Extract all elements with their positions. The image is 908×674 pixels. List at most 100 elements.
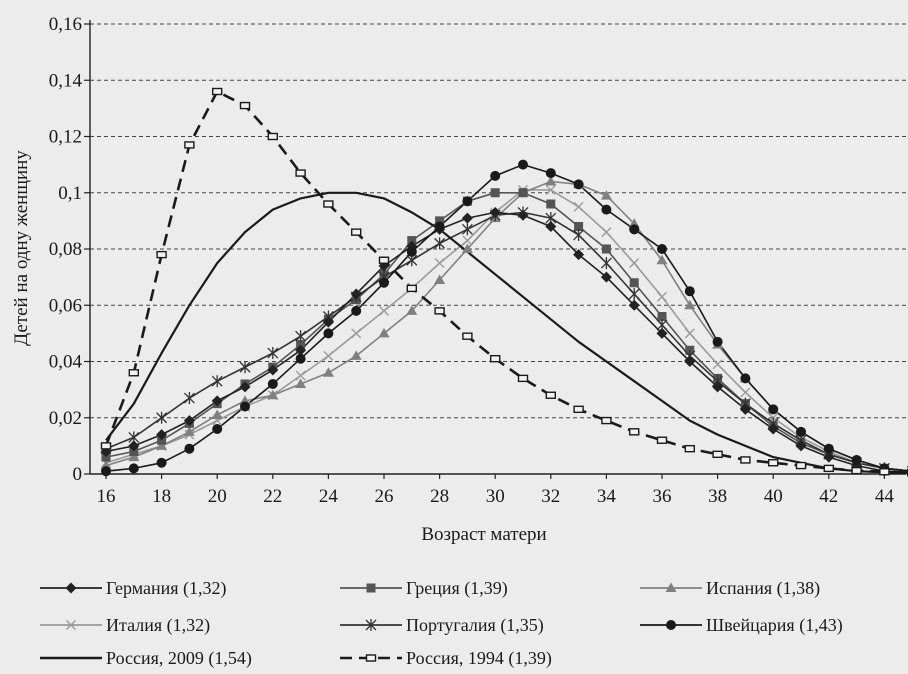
marker-stroke bbox=[545, 184, 556, 195]
data-point-2-22 bbox=[267, 389, 279, 400]
data-point-4-28 bbox=[434, 237, 446, 250]
data-point-7-40 bbox=[768, 459, 779, 467]
axes bbox=[84, 20, 906, 479]
data-point-5-21 bbox=[240, 401, 250, 412]
data-point-3-37 bbox=[684, 328, 695, 339]
legend-label: Германия (1,32) bbox=[106, 578, 227, 599]
data-point-5-30 bbox=[490, 170, 501, 181]
data-point-3-35 bbox=[629, 258, 640, 269]
data-point-7-38 bbox=[712, 450, 723, 459]
legend-label: Греция (1,39) bbox=[406, 578, 508, 599]
legend-marker bbox=[365, 619, 377, 631]
data-point-7-28 bbox=[434, 307, 445, 315]
data-point-5-17 bbox=[128, 463, 139, 474]
data-point-0-31 bbox=[517, 209, 529, 221]
data-point-4-35 bbox=[628, 288, 640, 300]
x-tick-label: 42 bbox=[819, 486, 838, 507]
data-point-4-33 bbox=[573, 228, 585, 241]
data-point-7-42 bbox=[823, 464, 834, 473]
data-point-0-25 bbox=[350, 288, 362, 300]
marker-stroke bbox=[351, 328, 362, 339]
data-point-5-42 bbox=[823, 443, 834, 454]
legend-marker bbox=[66, 620, 76, 630]
legend-entry-2: Испания (1,38) bbox=[640, 578, 820, 599]
legend-label: Россия, 1994 (1,39) bbox=[406, 648, 552, 669]
data-point-0-21 bbox=[239, 381, 251, 393]
data-point-7-25 bbox=[351, 228, 362, 236]
marker-stroke bbox=[601, 227, 612, 238]
data-point-1-32 bbox=[546, 199, 556, 209]
data-point-5-43 bbox=[851, 454, 862, 465]
data-point-5-19 bbox=[184, 443, 195, 454]
data-point-7-41 bbox=[795, 461, 807, 470]
data-point-0-38 bbox=[712, 381, 724, 393]
y-axis-label: Детей на одну женщину bbox=[11, 150, 32, 346]
data-point-3-24 bbox=[323, 350, 334, 361]
data-point-5-36 bbox=[657, 244, 667, 254]
x-tick-label: 16 bbox=[97, 486, 116, 507]
data-point-7-43 bbox=[851, 466, 862, 475]
x-tick-label: 30 bbox=[486, 486, 505, 507]
data-point-3-36 bbox=[657, 291, 667, 302]
marker-stroke bbox=[629, 258, 640, 269]
data-point-7-30 bbox=[490, 354, 501, 363]
data-point-4-34 bbox=[600, 257, 612, 270]
legend-entry-0: Германия (1,32) bbox=[40, 578, 227, 599]
data-point-2-20 bbox=[211, 409, 223, 419]
marker-stroke bbox=[573, 201, 584, 212]
data-point-5-38 bbox=[712, 336, 723, 347]
data-point-5-31 bbox=[518, 159, 528, 170]
data-point-3-38 bbox=[712, 359, 723, 370]
data-point-5-35 bbox=[629, 224, 640, 235]
data-point-0-36 bbox=[656, 327, 668, 339]
x-axis-label: Возраст матери bbox=[421, 524, 546, 545]
legend-label: Португалия (1,35) bbox=[406, 615, 544, 636]
marker-stroke bbox=[434, 258, 445, 269]
x-tick-label: 26 bbox=[375, 486, 394, 507]
legend-entry-6: Россия, 2009 (1,54) bbox=[40, 648, 252, 669]
data-point-2-18 bbox=[156, 440, 168, 450]
series-markers bbox=[100, 87, 908, 477]
data-point-1-27 bbox=[407, 236, 417, 246]
data-point-5-20 bbox=[212, 424, 223, 434]
data-point-3-25 bbox=[351, 328, 362, 339]
data-point-7-18 bbox=[156, 250, 167, 259]
data-point-2-23 bbox=[295, 378, 307, 388]
data-point-1-33 bbox=[574, 222, 584, 231]
data-point-7-34 bbox=[601, 416, 612, 425]
data-point-2-29 bbox=[461, 243, 473, 253]
data-point-0-19 bbox=[183, 415, 195, 427]
x-tick-label: 20 bbox=[208, 486, 227, 507]
data-point-7-33 bbox=[573, 405, 584, 414]
data-point-2-37 bbox=[684, 299, 696, 310]
data-point-1-16 bbox=[101, 452, 111, 462]
data-point-4-23 bbox=[295, 330, 307, 343]
data-point-2-34 bbox=[600, 190, 612, 200]
data-point-5-26 bbox=[379, 277, 389, 288]
data-point-4-20 bbox=[211, 375, 223, 388]
legend: Германия (1,32) Греция (1,39) Испания (1,3… bbox=[40, 578, 843, 669]
data-point-7-24 bbox=[323, 200, 334, 208]
data-point-7-22 bbox=[267, 132, 278, 141]
data-point-5-16 bbox=[101, 466, 111, 477]
legend-label: Испания (1,38) bbox=[706, 578, 820, 599]
y-tick-label: 0,1 bbox=[58, 183, 82, 204]
data-point-0-17 bbox=[128, 440, 140, 452]
data-point-5-32 bbox=[545, 168, 556, 179]
x-tick-label: 32 bbox=[541, 486, 560, 507]
data-point-3-34 bbox=[601, 227, 612, 238]
data-point-7-32 bbox=[545, 391, 556, 399]
y-tick-label: 0,12 bbox=[49, 127, 82, 148]
data-point-1-28 bbox=[435, 216, 445, 226]
legend-entry-5: Швейцария (1,43) bbox=[640, 615, 843, 636]
data-point-7-31 bbox=[517, 374, 529, 383]
data-point-0-37 bbox=[684, 356, 696, 367]
data-point-0-30 bbox=[489, 206, 501, 218]
y-tick-label: 0,06 bbox=[49, 295, 82, 316]
x-tick-label: 28 bbox=[430, 486, 449, 507]
x-tick-label: 38 bbox=[708, 486, 727, 507]
data-point-1-34 bbox=[601, 244, 611, 254]
data-point-7-44 bbox=[879, 468, 890, 476]
data-point-1-30 bbox=[490, 188, 500, 198]
